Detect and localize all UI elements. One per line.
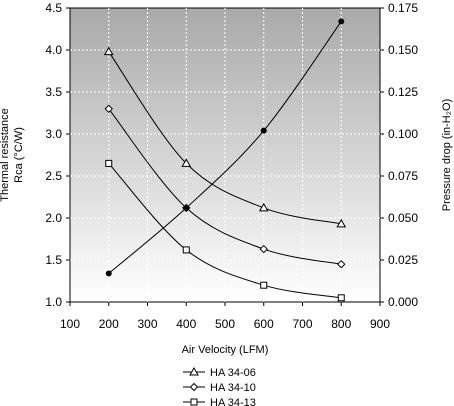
- x-tick-label: 700: [292, 317, 312, 331]
- y-right-tick-label: 0.075: [388, 169, 418, 183]
- series-3: [105, 18, 345, 277]
- series-line: [108, 108, 342, 265]
- data-point: [260, 281, 268, 289]
- legend-marker: [189, 382, 199, 392]
- legend-item: HA 34-13: [183, 397, 256, 406]
- data-point: [258, 202, 269, 212]
- series-line: [108, 21, 342, 274]
- series-line: [108, 51, 342, 225]
- y-left-tick-label: 4.0: [45, 43, 62, 57]
- data-point: [260, 127, 267, 134]
- x-tick-label: 900: [370, 317, 390, 331]
- series-layer: [103, 18, 347, 302]
- y-right-tick-label: 0.050: [388, 211, 418, 225]
- data-point: [105, 270, 112, 277]
- x-tick-label: 400: [176, 317, 196, 331]
- y-left-tick-label: 1.5: [45, 253, 62, 267]
- x-tick-label: 200: [99, 317, 119, 331]
- legend-label: HA 34-10: [210, 382, 256, 394]
- series-2: [105, 159, 345, 302]
- data-point: [181, 158, 192, 167]
- legend: HA 34-06 HA 34-10 HA 34-13: [183, 366, 256, 406]
- y-right-axis-label: Pressure drop (in-H₂O): [441, 99, 453, 211]
- y-right-tick-label: 0.150: [388, 43, 418, 57]
- x-tick-label: 800: [331, 317, 351, 331]
- data-point: [259, 244, 268, 254]
- y-left-tick-label: 3.0: [45, 127, 62, 141]
- data-point: [338, 18, 345, 25]
- y-left-axis-label-line1: Thermal resistance: [0, 108, 11, 202]
- data-point: [337, 259, 346, 269]
- data-point: [103, 46, 114, 56]
- legend-marker: [189, 366, 199, 376]
- y-right-tick-label: 0.175: [388, 1, 418, 15]
- x-tick-label: 500: [215, 317, 235, 331]
- data-point: [336, 218, 347, 228]
- x-tick-label: 600: [254, 317, 274, 331]
- y-left-axis-label-line2: Rca (°C/W): [13, 127, 25, 183]
- y-left-tick-label: 4.5: [45, 1, 62, 15]
- data-point: [337, 294, 345, 302]
- y-left-tick-label: 2.5: [45, 169, 62, 183]
- legend-item: HA 34-06: [183, 366, 256, 379]
- y-left-tick-label: 2.0: [45, 211, 62, 225]
- tick-labels: 100 200 300 400 500 600 700 800 900 1.0 1.5 2.0 2.5 3…: [45, 1, 418, 331]
- y-right-tick-label: 0.125: [388, 85, 418, 99]
- y-left-tick-label: 3.5: [45, 85, 62, 99]
- data-point: [104, 104, 113, 114]
- x-tick-label: 300: [137, 317, 157, 331]
- data-point: [182, 246, 190, 254]
- x-tick-label: 100: [60, 317, 80, 331]
- series-0: [103, 46, 347, 228]
- x-axis-label: Air Velocity (LFM): [182, 344, 269, 356]
- legend-item: HA 34-10: [183, 382, 256, 394]
- legend-label: HA 34-13: [210, 397, 256, 406]
- legend-label: HA 34-06: [210, 367, 256, 379]
- legend-marker: [190, 398, 198, 406]
- data-point: [105, 159, 113, 167]
- data-point: [183, 204, 190, 211]
- series-line: [108, 163, 342, 299]
- y-right-tick-label: 0.025: [388, 253, 418, 267]
- y-right-tick-label: 0.000: [388, 295, 418, 309]
- y-left-tick-label: 1.0: [45, 295, 62, 309]
- y-right-tick-label: 0.100: [388, 127, 418, 141]
